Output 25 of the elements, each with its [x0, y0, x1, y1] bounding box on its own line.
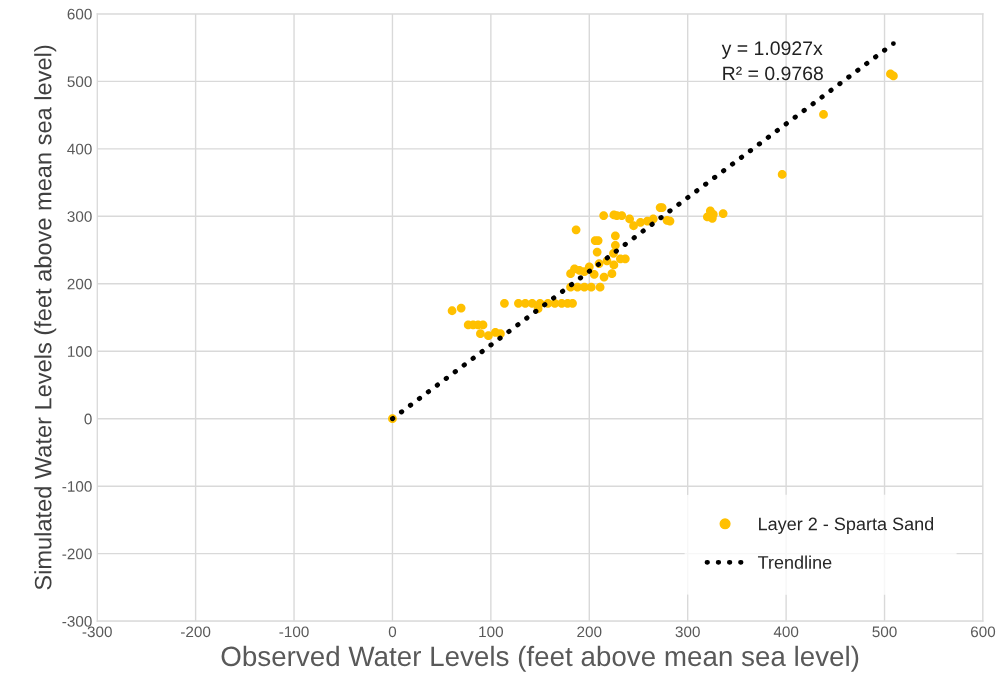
x-tick-label: 500: [872, 626, 897, 638]
x-tick-label: 600: [970, 626, 996, 638]
x-tick-label: 300: [675, 626, 700, 638]
y-tick-label: 100: [68, 346, 92, 357]
y-tick-label: -100: [62, 481, 92, 492]
y-tick-label: -200: [62, 548, 92, 560]
y-axis-title: Simulated Water Levels (feet above mean sea level): [34, 45, 57, 590]
annotation: y = 1.0927x R² = 0.9768: [721, 41, 823, 81]
y-tick-label: 500: [67, 76, 92, 88]
x-tick-label: 400: [773, 626, 799, 638]
y-tick-label: -300: [62, 616, 92, 627]
y-tick-label: 400: [67, 143, 92, 155]
y-tick-label: 300: [67, 211, 92, 222]
x-tick-label: 0: [388, 626, 397, 638]
x-tick-label: -200: [181, 626, 211, 638]
x-tick-label: 100: [479, 626, 504, 638]
x-tick-label: -300: [82, 626, 112, 638]
y-tick-label: 200: [67, 278, 92, 290]
x-axis-title: Observed Water Levels (feet above mean sea level): [221, 645, 859, 672]
x-tick-label: -100: [279, 626, 309, 638]
legend-label: Layer 2 - Sparta Sand: [759, 517, 934, 534]
y-tick-label: 600: [67, 8, 92, 20]
x-tick-label: 200: [577, 626, 602, 638]
y-tick-label: 0: [84, 413, 92, 425]
legend-label: Trendline: [757, 555, 832, 569]
